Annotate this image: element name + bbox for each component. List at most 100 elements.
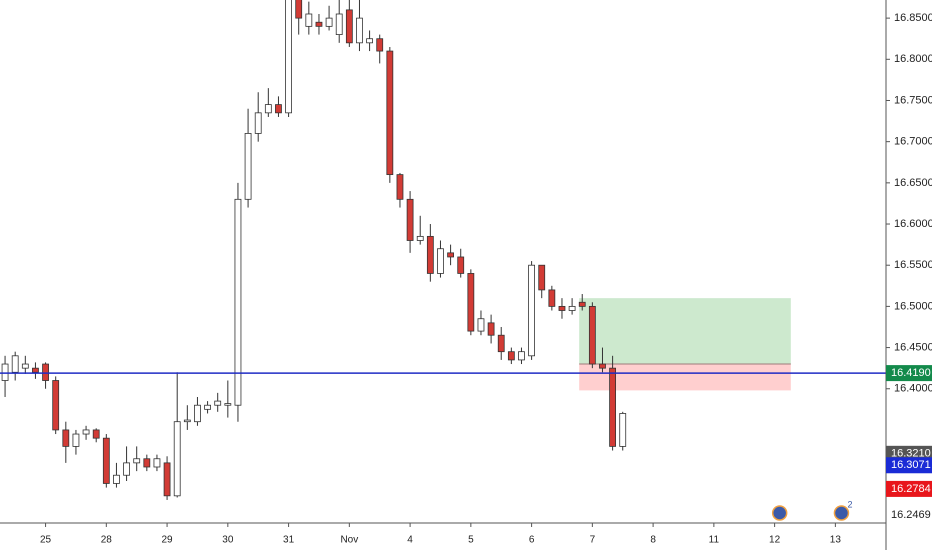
y-tick-label: 16.4500 (894, 341, 932, 353)
x-tick-label: 7 (590, 535, 596, 546)
candle-body (376, 38, 384, 52)
candle-body (264, 104, 272, 114)
candle-body (32, 367, 39, 373)
x-tick-label: Nov (340, 535, 358, 546)
candle-body (487, 322, 495, 336)
candle-body (437, 248, 444, 274)
candle-body (467, 273, 475, 332)
x-tick-label: 8 (650, 535, 656, 546)
candle-body (72, 433, 80, 447)
candle-body (609, 367, 617, 447)
candle-body (82, 429, 90, 435)
candle-body (42, 363, 49, 381)
candle-body (11, 355, 19, 373)
y-tick-label: 16.5500 (894, 259, 932, 271)
y-tick-label: 16.7500 (894, 94, 932, 106)
candle-body (183, 419, 191, 423)
candle-body (548, 289, 556, 307)
candle-body (163, 462, 171, 497)
candle-body (447, 252, 454, 258)
x-tick-label: 12 (769, 535, 781, 546)
candle-body (133, 458, 141, 464)
candle-body (356, 17, 363, 44)
candle-body (62, 429, 70, 447)
price-label-bg (886, 365, 932, 382)
x-tick-label: 28 (101, 535, 113, 546)
candle-body (497, 334, 505, 353)
y-tick-label: 16.7000 (894, 136, 932, 148)
candle-body (52, 380, 60, 431)
price-label: 16.4190 (891, 367, 931, 379)
price-label-bg (886, 480, 932, 497)
candle-body (143, 458, 151, 468)
price-label: 16.3210 (891, 448, 931, 460)
x-tick-label: 31 (283, 535, 295, 546)
x-tick-label: 6 (529, 535, 535, 546)
x-tick-label: 25 (40, 535, 52, 546)
candle-body (315, 21, 323, 27)
candle-body (123, 462, 130, 476)
candle-body (173, 421, 181, 497)
candle-body (416, 235, 424, 241)
x-tick-label: 4 (407, 535, 413, 546)
candle-body (568, 305, 576, 311)
candle-body (335, 13, 343, 35)
candle-body (619, 413, 627, 447)
plot-area (0, 0, 886, 500)
candle-body (538, 264, 546, 291)
event-badge (771, 505, 788, 521)
candle-body (599, 363, 606, 369)
x-tick-label: 5 (468, 535, 474, 546)
profit-zone (579, 298, 791, 365)
candle-body (204, 404, 211, 410)
candle-body (153, 458, 161, 468)
candle-body (285, 0, 292, 114)
price-label-bg (886, 457, 932, 474)
x-tick-label: 11 (709, 535, 720, 546)
candle-body (21, 363, 29, 369)
candle-body (92, 429, 100, 439)
price-label: 16.3071 (891, 459, 931, 471)
candle-body (214, 400, 222, 406)
y-tick-label: 16.6500 (894, 177, 932, 189)
candle-body (558, 305, 566, 311)
candle-body (588, 305, 596, 365)
candle-body (234, 198, 242, 406)
event-badge-count: 2 (847, 499, 852, 509)
candle-body (102, 437, 110, 484)
candle-body (578, 301, 586, 307)
candle-body (528, 264, 535, 357)
y-tick-label: 16.6000 (894, 218, 932, 230)
y-tick-label: 16.5000 (894, 300, 932, 312)
candle-body (426, 235, 434, 274)
price-label: 16.2784 (891, 483, 931, 495)
candle-body (345, 9, 353, 44)
candle-body (366, 38, 373, 44)
candle-body (295, 0, 303, 19)
y-tick-label: 16.8500 (894, 12, 932, 24)
candle-body (224, 403, 232, 406)
candle-body (1, 363, 9, 381)
candle-body (275, 104, 282, 114)
x-tick-label: 30 (222, 535, 234, 546)
candle-body (477, 318, 485, 332)
candle-body (244, 133, 252, 200)
candle-body (507, 351, 515, 361)
price-label: 16.2469 (891, 509, 931, 521)
candle-body (396, 174, 404, 200)
y-tick-label: 16.8000 (894, 53, 932, 65)
candle-body (325, 17, 333, 27)
candle-body (406, 198, 414, 241)
candle-body (305, 13, 313, 27)
event-badge (833, 505, 850, 521)
y-tick-label: 16.4000 (894, 383, 932, 395)
candle-body (254, 112, 262, 134)
candle-body (386, 50, 394, 176)
x-tick-label: 29 (162, 535, 174, 546)
candle-body (194, 404, 201, 423)
candle-body (518, 351, 525, 361)
candle-body (113, 474, 120, 484)
candle-body (457, 256, 465, 274)
